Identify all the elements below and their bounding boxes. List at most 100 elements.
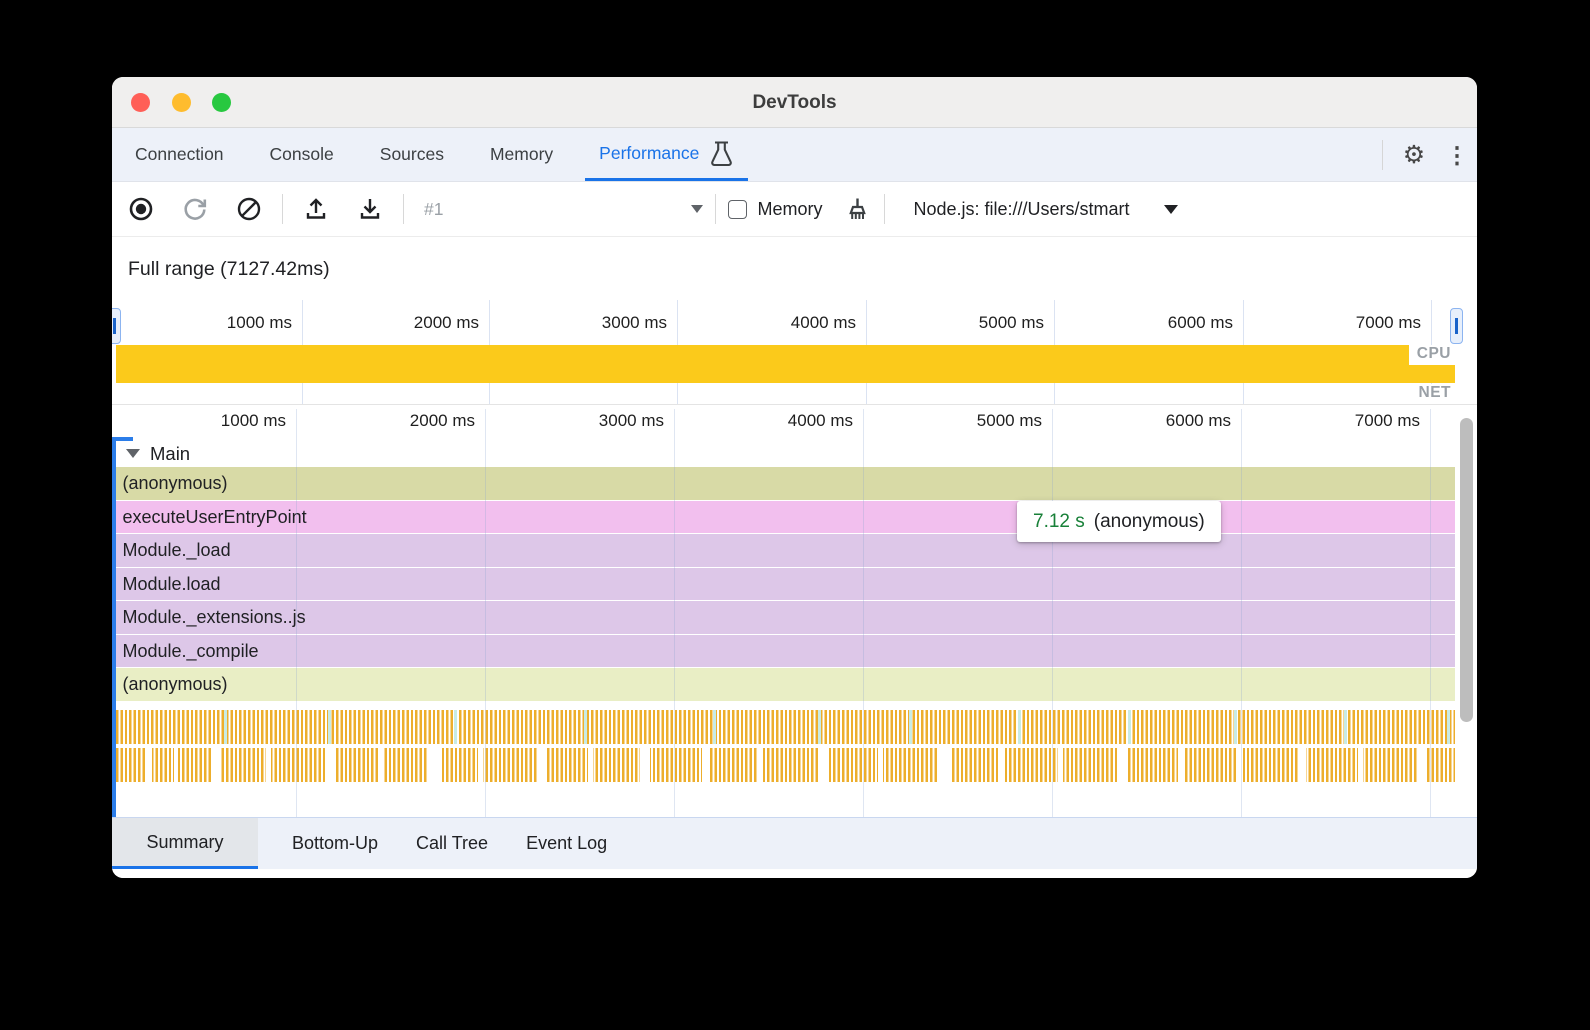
record-icon	[129, 197, 153, 221]
overview-tick-label: 4000 ms	[790, 313, 856, 332]
flame-tick-label: 7000 ms	[1354, 411, 1420, 430]
record-button[interactable]	[124, 192, 158, 226]
tab-sources[interactable]: Sources	[380, 128, 444, 181]
toolbar-separator	[715, 194, 717, 224]
performance-toolbar: #1 Memory Node.js: file:///Users/stmart	[112, 182, 1477, 237]
target-select[interactable]: Node.js: file:///Users/stmart	[913, 198, 1130, 219]
stripe-gap	[701, 748, 708, 782]
flame-frame--anonymous-[interactable]: (anonymous)	[115, 467, 1455, 500]
history-select[interactable]: #1	[424, 198, 444, 219]
tab-connection[interactable]: Connection	[135, 128, 224, 181]
activity-stripes-row-2[interactable]	[115, 748, 1455, 782]
stripe-gap	[1237, 748, 1243, 782]
flame-frame--anonymous-[interactable]: (anonymous)	[115, 668, 1455, 701]
flame-frame-executeuserentrypoint[interactable]: executeUserEntryPoint	[115, 500, 1455, 533]
overview-left-drag-handle[interactable]	[112, 308, 121, 344]
stripe-gap	[587, 748, 593, 782]
stripe-idle-line	[908, 710, 912, 744]
history-dropdown-icon[interactable]	[691, 205, 704, 213]
target-dropdown-icon[interactable]	[1163, 204, 1178, 214]
stripe-idle-line	[223, 710, 227, 744]
flame-grid-line	[863, 409, 864, 817]
flame-grid-line	[485, 409, 486, 817]
flame-frame-module-extensions-js[interactable]: Module._extensions..js	[115, 601, 1455, 634]
save-profile-button[interactable]	[353, 192, 387, 226]
stripe-gap	[757, 748, 763, 782]
toolbar-separator	[884, 194, 886, 224]
tab-label: Performance	[599, 142, 700, 163]
stripe-gap	[1357, 748, 1363, 782]
track-main-header[interactable]: Main	[126, 437, 190, 470]
clear-recording-button[interactable]	[232, 192, 266, 226]
flame-selection-corner	[112, 437, 133, 441]
tab-performance[interactable]: Performance	[585, 128, 749, 181]
flame-frame-module-load[interactable]: Module._load	[115, 534, 1455, 567]
stripe-gap	[1297, 748, 1306, 782]
overview-right-drag-handle[interactable]	[1450, 308, 1463, 344]
more-options-button[interactable]: ⋮	[1437, 128, 1477, 182]
stripe-gap	[997, 748, 1004, 782]
overview-tick-label: 6000 ms	[1167, 313, 1233, 332]
stripe-idle-line	[712, 710, 716, 744]
stripe-gap	[377, 748, 384, 782]
reload-icon	[184, 198, 207, 220]
flame-grid-line	[1430, 409, 1431, 817]
flame-selection-border	[112, 437, 116, 817]
window-title: DevTools	[752, 92, 837, 113]
close-window-button[interactable]	[131, 93, 150, 112]
detail-tab-call-tree[interactable]: Call Tree	[416, 833, 489, 853]
kebab-menu-icon: ⋮	[1445, 141, 1469, 168]
net-track-label: NET	[1410, 384, 1455, 404]
detail-tab-bottom-up[interactable]: Bottom-Up	[292, 833, 379, 853]
stripe-gap	[325, 748, 336, 782]
memory-checkbox[interactable]	[728, 199, 748, 219]
experiment-flask-icon	[709, 140, 734, 167]
tab-label: Console	[269, 144, 334, 164]
flame-tick-label: 5000 ms	[976, 411, 1042, 430]
stripe-idle-line	[817, 710, 821, 744]
gear-icon: ⚙	[1402, 141, 1426, 169]
cpu-track-label: CPU	[1408, 345, 1455, 365]
broom-icon	[849, 198, 866, 219]
flame-chart[interactable]: 1000 ms 2000 ms 3000 ms 4000 ms 5000 ms 6000 …	[112, 405, 1477, 818]
stripe-gap	[877, 748, 883, 782]
tab-memory[interactable]: Memory	[490, 128, 553, 181]
minimize-window-button[interactable]	[172, 93, 191, 112]
tab-label: Connection	[135, 144, 224, 164]
stripe-idle-line	[1343, 710, 1347, 744]
load-profile-button[interactable]	[299, 192, 333, 226]
stripe-gap	[427, 748, 442, 782]
flame-frame-module-load[interactable]: Module.load	[115, 567, 1455, 600]
devtools-window: DevTools Connection Console Sources Memory P…	[112, 77, 1477, 878]
overview-tick-label: 2000 ms	[413, 313, 479, 332]
flame-frame-module-compile[interactable]: Module._compile	[115, 634, 1455, 667]
stripe-gap	[1417, 748, 1425, 782]
stripe-idle-line	[1017, 710, 1021, 744]
flame-tick-label: 3000 ms	[598, 411, 664, 430]
upload-icon	[306, 198, 326, 219]
reload-and-record-button[interactable]	[178, 192, 212, 226]
stripe-idle-line	[1127, 710, 1131, 744]
stripe-gap	[817, 748, 827, 782]
timeline-overview[interactable]: 1000 ms 2000 ms 3000 ms 4000 ms 5000 ms 6000 …	[112, 300, 1477, 405]
activity-stripes-row-1[interactable]	[115, 710, 1455, 744]
flame-tick-label: 2000 ms	[409, 411, 475, 430]
collapse-triangle-icon[interactable]	[126, 449, 140, 458]
collect-garbage-button[interactable]	[840, 192, 874, 226]
tab-bar-right-controls: ⚙ ⋮	[1382, 128, 1477, 182]
toolbar-separator	[403, 194, 404, 224]
settings-button[interactable]: ⚙	[1391, 128, 1437, 182]
cpu-activity-band	[116, 345, 1455, 383]
vertical-scrollbar-thumb[interactable]	[1460, 418, 1473, 722]
flame-tick-label: 1000 ms	[220, 411, 286, 430]
stripe-gap	[639, 748, 650, 782]
zoom-window-button[interactable]	[212, 93, 231, 112]
memory-checkbox-label[interactable]: Memory	[757, 198, 823, 219]
detail-tab-summary[interactable]: Summary	[112, 818, 258, 869]
detail-tab-event-log[interactable]: Event Log	[526, 833, 608, 853]
net-track	[112, 383, 1477, 405]
stripe-gap	[211, 748, 220, 782]
tab-console[interactable]: Console	[270, 128, 334, 181]
tab-bar-separator	[1382, 140, 1383, 170]
